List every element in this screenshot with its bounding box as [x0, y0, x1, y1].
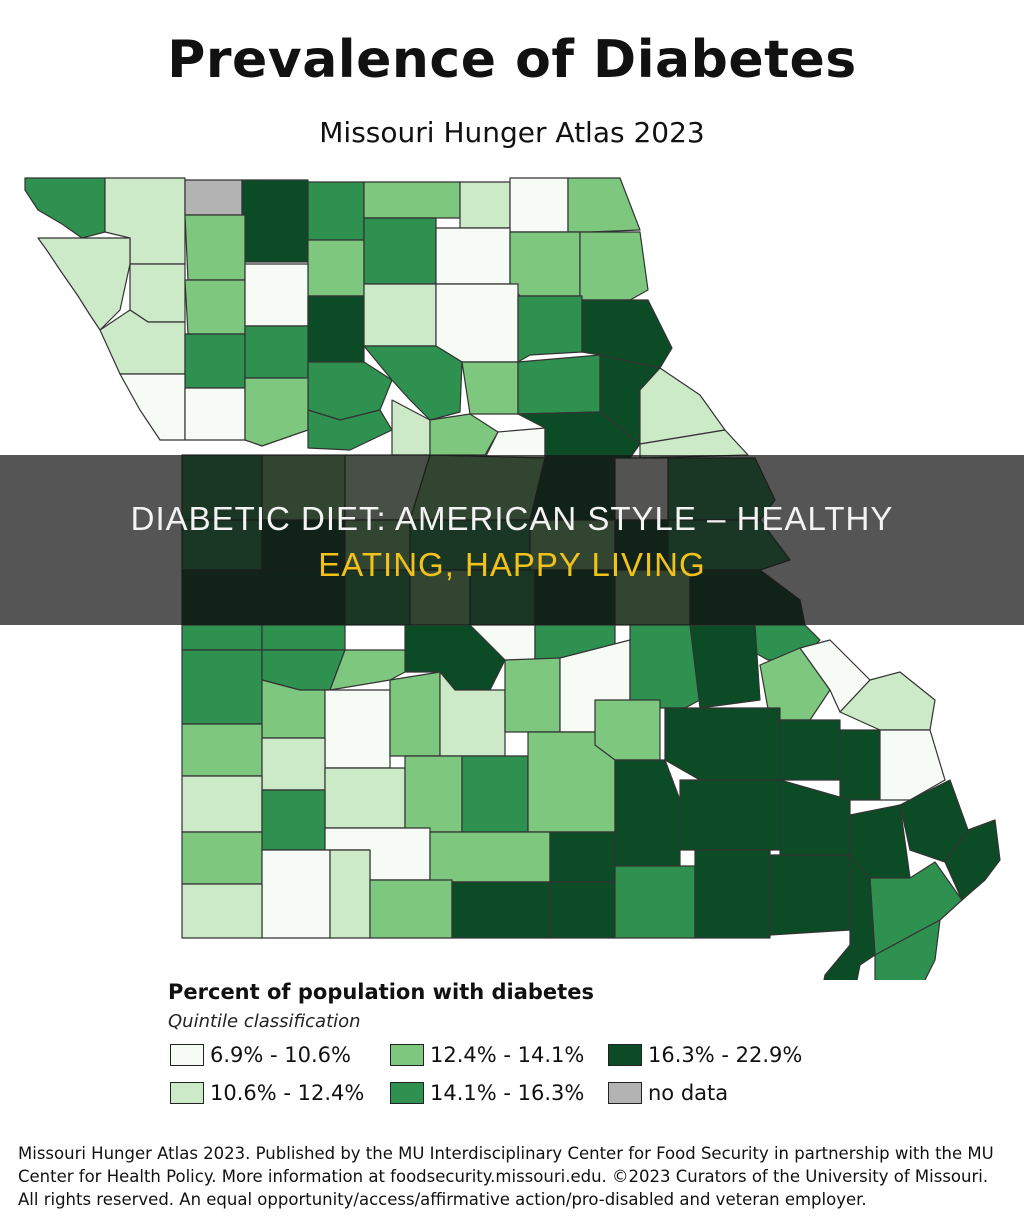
- county: [119, 373, 186, 441]
- county: [549, 831, 616, 883]
- legend-label: 10.6% - 12.4%: [210, 1081, 365, 1105]
- county: [181, 723, 263, 777]
- county: [329, 649, 406, 691]
- county: [261, 849, 331, 939]
- county: [37, 237, 131, 331]
- county: [244, 263, 309, 327]
- county: [779, 719, 841, 781]
- legend-subtitle: Quintile classification: [168, 1011, 361, 1032]
- legend-swatch: [170, 1082, 204, 1104]
- county: [664, 707, 781, 781]
- county: [329, 849, 371, 939]
- legend-label: 6.9% - 10.6%: [210, 1043, 351, 1067]
- county: [184, 214, 246, 281]
- county: [549, 881, 616, 939]
- title-banner: [0, 455, 1024, 625]
- legend-label: 16.3% - 22.9%: [648, 1043, 803, 1067]
- county: [689, 624, 761, 709]
- legend-item: 12.4% - 14.1%: [390, 1042, 584, 1068]
- county: [879, 729, 946, 801]
- county: [181, 775, 263, 833]
- county: [435, 227, 511, 285]
- county: [261, 737, 326, 791]
- county: [369, 879, 453, 939]
- county: [324, 767, 406, 829]
- county: [389, 671, 441, 757]
- legend-label: 14.1% - 16.3%: [430, 1081, 585, 1105]
- county: [517, 354, 601, 415]
- banner-line-2: Eating, Happy Living: [318, 546, 706, 583]
- county: [363, 181, 461, 219]
- county: [567, 177, 641, 233]
- county: [24, 177, 106, 239]
- legend-item: 16.3% - 22.9%: [608, 1042, 802, 1068]
- county: [363, 283, 437, 347]
- county: [244, 377, 309, 447]
- county: [429, 413, 499, 456]
- county: [181, 883, 263, 939]
- legend-item: 10.6% - 12.4%: [170, 1080, 364, 1106]
- county: [429, 831, 551, 883]
- county: [639, 367, 726, 445]
- legend-item: no data: [608, 1080, 728, 1106]
- county: [579, 231, 649, 301]
- county: [307, 181, 365, 241]
- county: [839, 729, 881, 801]
- legend-item: 6.9% - 10.6%: [170, 1042, 351, 1068]
- county: [261, 624, 346, 651]
- legend-item: 14.1% - 16.3%: [390, 1080, 584, 1106]
- county: [261, 789, 326, 851]
- county: [435, 283, 519, 363]
- county: [181, 649, 263, 725]
- county: [594, 699, 661, 761]
- county: [823, 854, 876, 980]
- banner-line-1: Diabetic Diet: American Style – Healthy: [130, 500, 894, 537]
- footer-credits: Missouri Hunger Atlas 2023. Published by…: [18, 1144, 994, 1209]
- county: [679, 779, 781, 851]
- county: [184, 279, 246, 335]
- legend-swatch: [608, 1044, 642, 1066]
- county: [244, 325, 309, 379]
- county: [517, 295, 583, 363]
- county: [181, 624, 263, 651]
- county: [509, 177, 569, 233]
- county: [181, 831, 263, 885]
- map-subtitle: Missouri Hunger Atlas 2023: [319, 116, 705, 149]
- county: [614, 759, 681, 867]
- county: [307, 295, 365, 363]
- legend-label: no data: [648, 1081, 729, 1105]
- county: [874, 919, 941, 980]
- county: [629, 624, 701, 709]
- legend-title: Percent of population with diabetes: [168, 980, 594, 1004]
- county: [129, 263, 186, 323]
- county: [404, 755, 463, 833]
- legend-swatch: [390, 1082, 424, 1104]
- county: [461, 361, 519, 415]
- county: [363, 217, 437, 285]
- county: [307, 239, 365, 297]
- county: [241, 179, 309, 263]
- county: [184, 387, 246, 441]
- legend-swatch: [170, 1044, 204, 1066]
- legend-swatch: [608, 1082, 642, 1104]
- county: [363, 345, 463, 421]
- county: [694, 849, 771, 939]
- county: [461, 755, 529, 833]
- legend-label: 12.4% - 14.1%: [430, 1043, 585, 1067]
- map-title: Prevalence of Diabetes: [167, 30, 857, 90]
- county: [184, 179, 243, 216]
- county: [614, 865, 696, 939]
- county: [184, 333, 246, 389]
- legend-swatch: [390, 1044, 424, 1066]
- county: [509, 231, 581, 297]
- county: [459, 181, 511, 229]
- banner-heading: Diabetic Diet: American Style – Healthy …: [0, 496, 1024, 588]
- county: [504, 657, 561, 733]
- county: [324, 689, 391, 769]
- county: [451, 881, 551, 939]
- county: [769, 854, 851, 936]
